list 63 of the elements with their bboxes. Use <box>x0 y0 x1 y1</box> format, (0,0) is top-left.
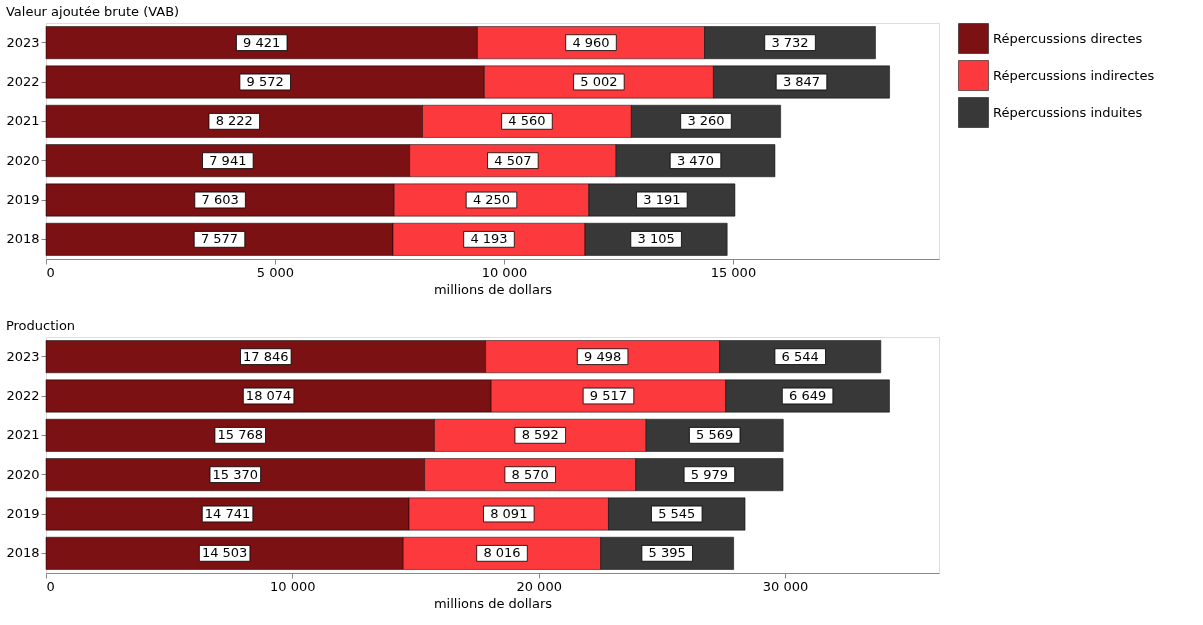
y-tick-label: 2021 <box>6 427 40 443</box>
data-label: 5 395 <box>648 545 686 561</box>
y-tick-label: 2023 <box>6 34 40 50</box>
data-label: 4 960 <box>572 34 610 50</box>
x-tick-label: 0 <box>46 578 55 594</box>
data-label: 6 649 <box>788 388 827 403</box>
x-tick-label: 0 <box>46 264 55 280</box>
data-label: 8 091 <box>490 506 528 521</box>
legend-label: Répercussions directes <box>993 30 1143 46</box>
data-label: 9 572 <box>246 74 284 89</box>
data-label: 8 222 <box>215 113 253 129</box>
data-label: 14 503 <box>201 545 248 561</box>
data-label: 4 250 <box>472 192 511 207</box>
data-label: 17 846 <box>243 348 289 364</box>
y-tick-label: 2018 <box>6 545 40 561</box>
x-tick-label: 10 000 <box>270 578 316 594</box>
data-label: 5 569 <box>696 427 734 443</box>
data-label: 15 768 <box>217 427 263 443</box>
data-label: 9 421 <box>243 34 281 50</box>
data-label: 5 002 <box>580 74 618 89</box>
data-label: 18 074 <box>245 388 292 403</box>
data-label: 15 370 <box>212 466 259 482</box>
legend-label: Répercussions induites <box>993 104 1143 120</box>
x-tick-label: 30 000 <box>762 578 809 594</box>
x-axis-title: millions de dollars <box>433 281 553 297</box>
data-label: 3 191 <box>643 192 681 207</box>
y-tick-label: 2023 <box>6 348 40 364</box>
data-label: 7 603 <box>201 192 239 207</box>
data-label: 3 847 <box>782 74 821 89</box>
data-label: 5 545 <box>658 506 696 521</box>
chart-title: Valeur ajoutée brute (VAB) <box>5 4 180 19</box>
y-tick-label: 2020 <box>6 152 40 168</box>
data-label: 7 577 <box>200 231 239 247</box>
y-tick-label: 2020 <box>6 466 40 482</box>
x-tick-label: 15 000 <box>710 264 757 280</box>
data-label: 9 498 <box>584 348 622 364</box>
x-tick-label: 5 000 <box>256 264 295 280</box>
data-label: 14 741 <box>204 506 251 521</box>
y-tick-label: 2019 <box>6 192 40 207</box>
data-label: 7 941 <box>209 152 247 168</box>
x-axis-title: millions de dollars <box>433 595 553 611</box>
data-label: 4 560 <box>508 113 546 129</box>
data-label: 3 260 <box>687 113 725 129</box>
y-tick-label: 2022 <box>6 388 40 403</box>
y-tick-label: 2018 <box>6 231 40 247</box>
data-label: 4 507 <box>494 152 532 168</box>
data-label: 8 016 <box>483 545 521 561</box>
data-label: 8 570 <box>511 466 549 482</box>
x-tick-label: 10 000 <box>481 264 528 280</box>
data-label: 4 193 <box>470 231 508 247</box>
y-tick-label: 2021 <box>6 113 40 129</box>
data-label: 3 470 <box>676 152 715 168</box>
legend-label: Répercussions indirectes <box>993 67 1155 83</box>
data-label: 3 732 <box>771 34 809 50</box>
data-label: 9 517 <box>589 388 628 403</box>
data-label: 5 979 <box>690 466 728 482</box>
x-tick-label: 20 000 <box>516 578 562 594</box>
data-label: 6 544 <box>781 348 819 364</box>
data-label: 3 105 <box>637 231 675 247</box>
data-label: 8 592 <box>521 427 559 443</box>
chart-title: Production <box>5 318 76 333</box>
y-tick-label: 2022 <box>6 74 40 89</box>
y-tick-label: 2019 <box>6 506 40 521</box>
